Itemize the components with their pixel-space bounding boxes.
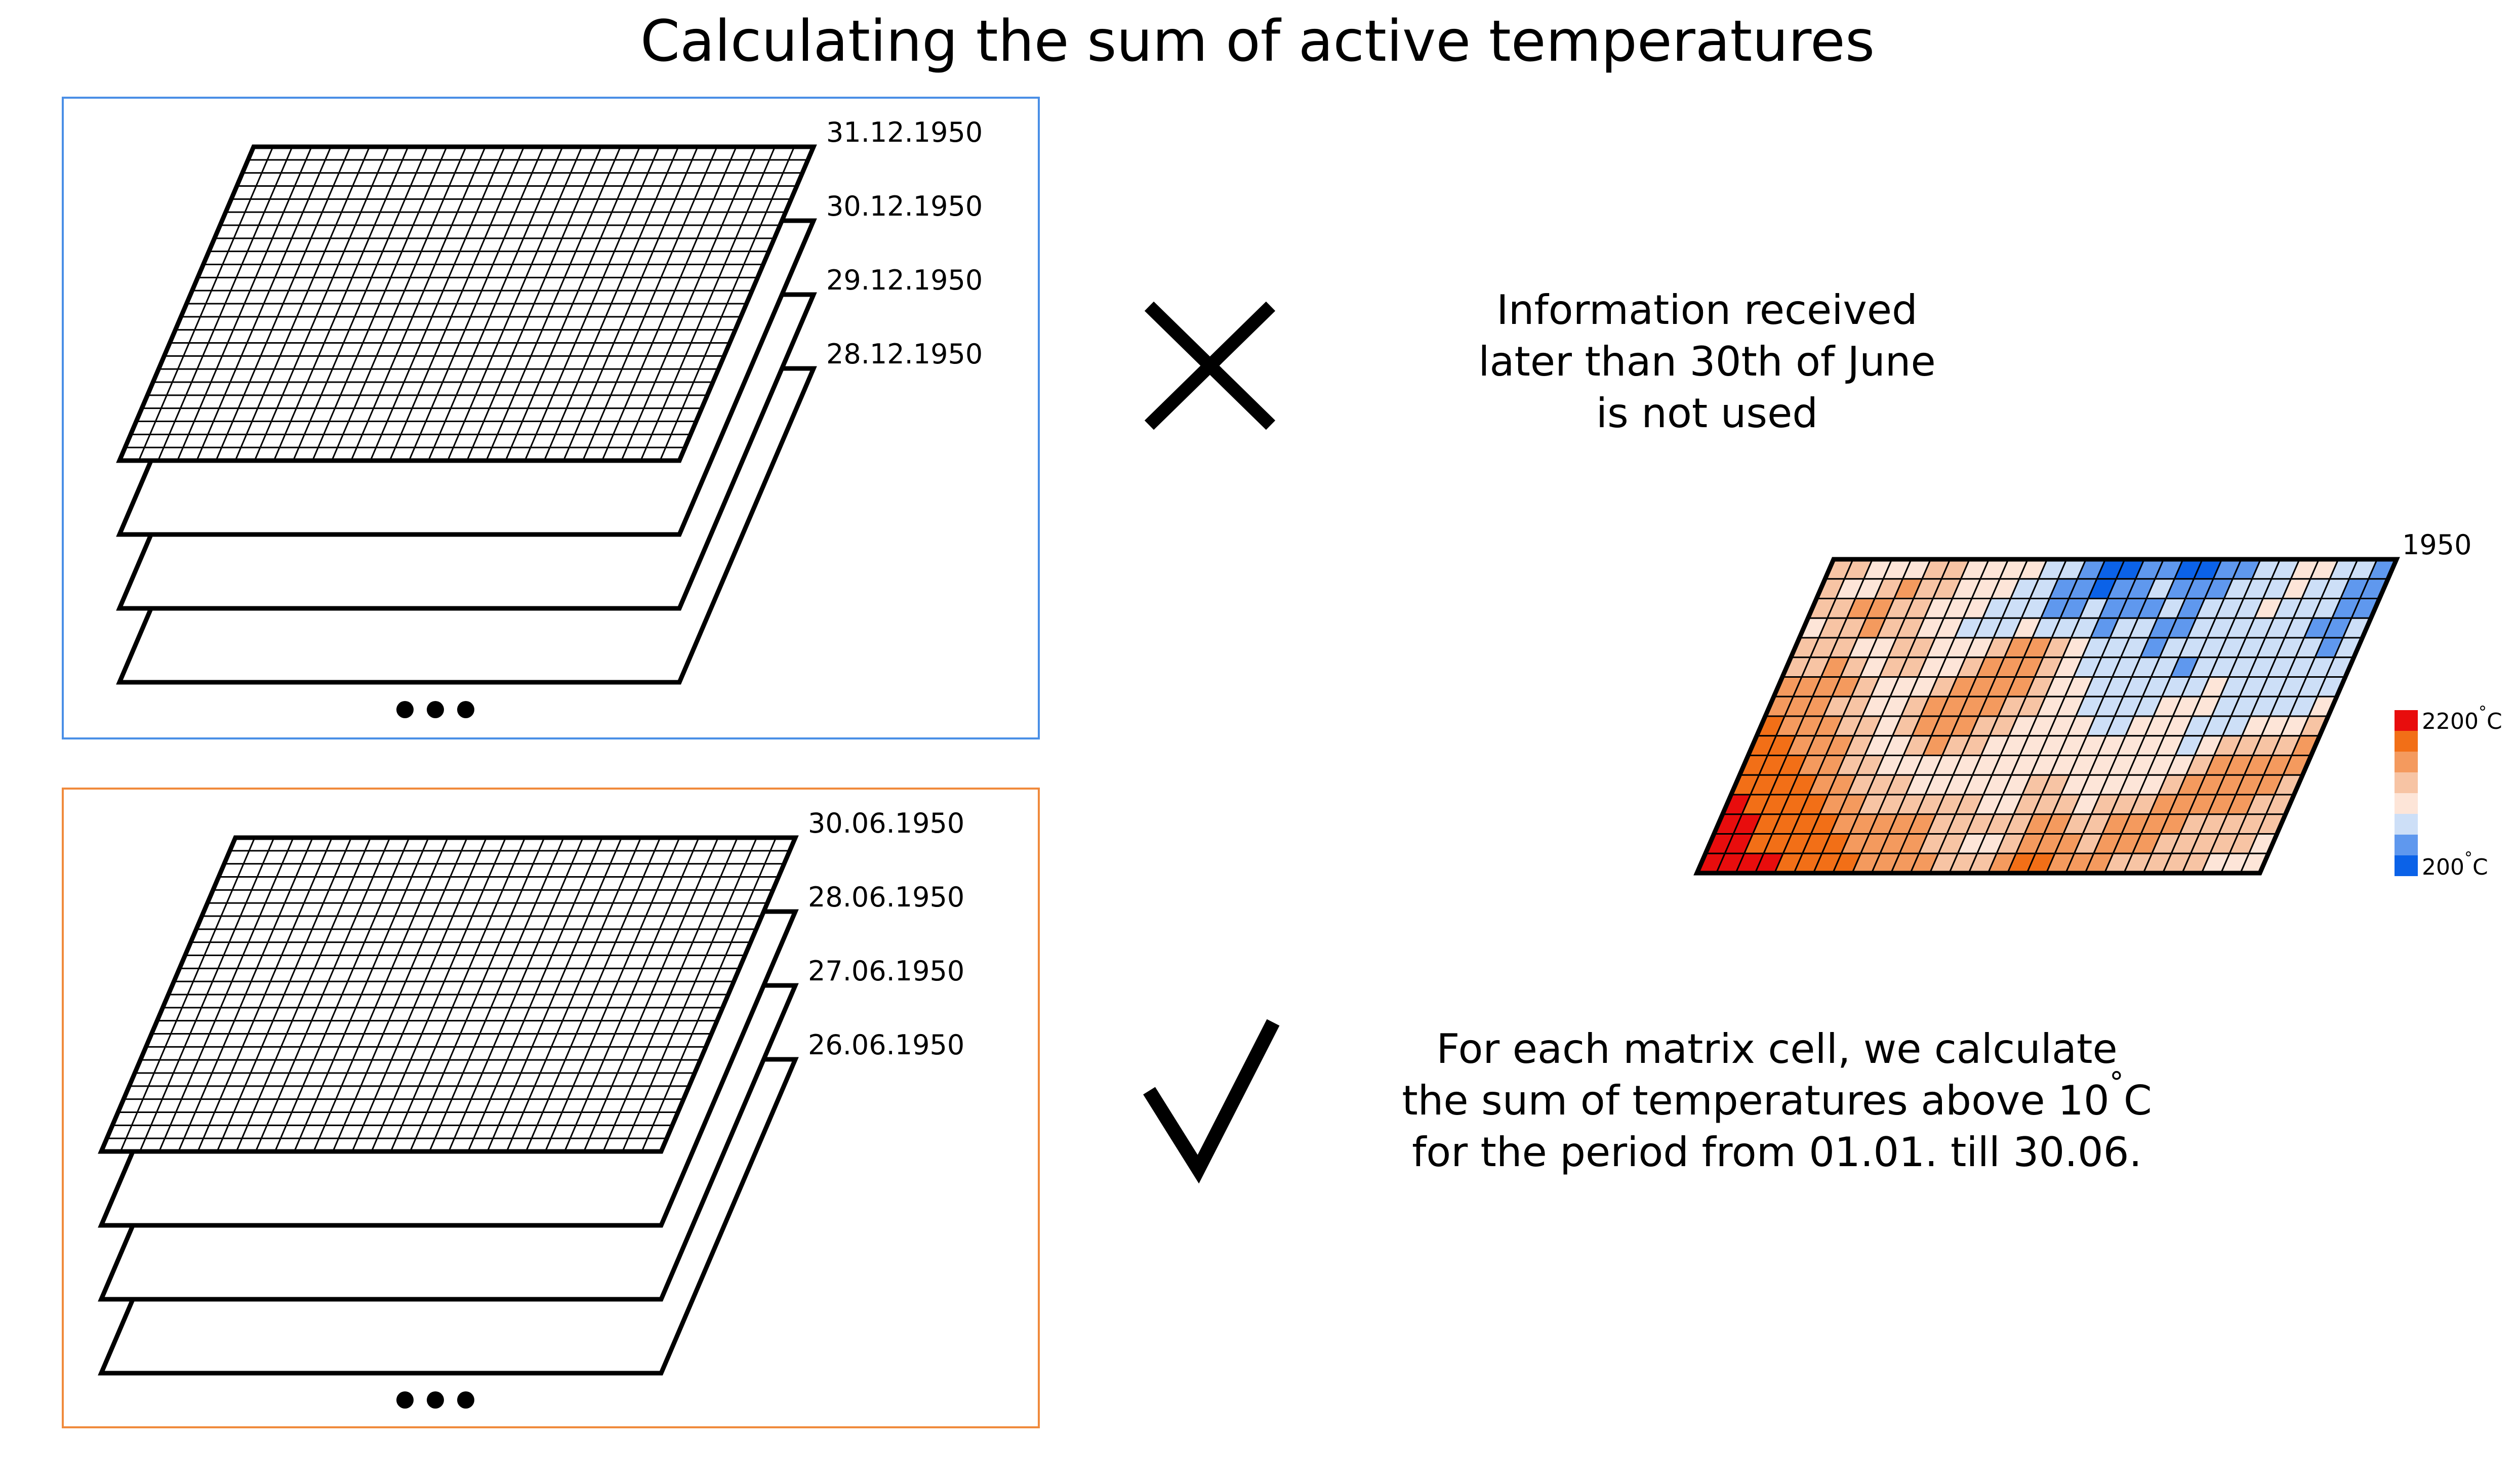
note-calculation-line-1: For each matrix cell, we calculate <box>1436 1025 2117 1073</box>
top-panel <box>62 97 1040 739</box>
legend-swatch <box>2395 772 2418 793</box>
top-ellipsis <box>396 701 474 718</box>
note-calculation-line-3: for the period from 01.01. till 30.06. <box>1412 1129 2142 1176</box>
date-label-bottom-2: 28.06.1950 <box>808 881 964 913</box>
front-layer-grid <box>125 146 808 461</box>
legend-max-unit: C <box>2487 709 2502 734</box>
degree-symbol: ° <box>2110 1066 2124 1099</box>
unit-celsius: C <box>2124 1077 2152 1124</box>
ellipsis-dot <box>396 701 414 718</box>
date-label-top-1: 31.12.1950 <box>826 116 983 148</box>
front-layer-grid <box>107 837 790 1152</box>
legend-swatch <box>2395 731 2418 752</box>
ellipsis-dot <box>396 1391 414 1409</box>
top-layer-stack <box>116 144 817 685</box>
result-map-year: 1950 <box>2402 529 2471 561</box>
front-layer-outline <box>98 835 799 1154</box>
legend-swatch <box>2395 793 2418 814</box>
heatmap-outline <box>1693 557 2400 876</box>
legend-max-label: 2200°C <box>2422 703 2502 734</box>
date-label-top-4: 28.12.1950 <box>826 338 983 370</box>
note-not-used-line-2: later than 30th of June <box>1478 338 1935 385</box>
date-label-bottom-1: 30.06.1950 <box>808 807 964 839</box>
ellipsis-dot <box>457 701 474 718</box>
legend-swatch <box>2395 835 2418 855</box>
date-label-top-3: 29.12.1950 <box>826 264 983 296</box>
note-calculation-line-2: the sum of temperatures above 10°C <box>1402 1066 2152 1124</box>
check-icon <box>1143 1019 1280 1184</box>
ellipsis-dot <box>457 1391 474 1409</box>
legend-min-unit: C <box>2472 854 2488 880</box>
legend-min-degree: ° <box>2464 848 2472 868</box>
bottom-panel <box>62 788 1040 1428</box>
legend-swatch <box>2395 710 2418 731</box>
note-calculation-line-2-prefix: the sum of temperatures above 10 <box>1402 1077 2110 1124</box>
note-not-used-line-1: Information received <box>1496 286 1918 334</box>
color-legend <box>2395 710 2418 876</box>
date-label-bottom-3: 27.06.1950 <box>808 955 964 987</box>
legend-min-label: 200°C <box>2422 848 2488 880</box>
date-label-bottom-4: 26.06.1950 <box>808 1029 964 1061</box>
bottom-ellipsis <box>396 1391 474 1409</box>
bottom-layer-stack <box>98 835 799 1376</box>
result-heatmap <box>1693 557 2400 876</box>
note-not-used-line-3: is not used <box>1596 390 1818 437</box>
legend-swatch <box>2395 855 2418 876</box>
ellipsis-dot <box>427 1391 444 1409</box>
legend-swatch <box>2395 814 2418 835</box>
date-label-top-2: 30.12.1950 <box>826 190 983 222</box>
legend-swatch <box>2395 752 2418 772</box>
cross-icon <box>1144 301 1276 430</box>
page-title: Calculating the sum of active temperatur… <box>640 9 1875 74</box>
legend-max-degree: ° <box>2479 703 2487 722</box>
ellipsis-dot <box>427 701 444 718</box>
front-layer-outline <box>116 144 817 463</box>
